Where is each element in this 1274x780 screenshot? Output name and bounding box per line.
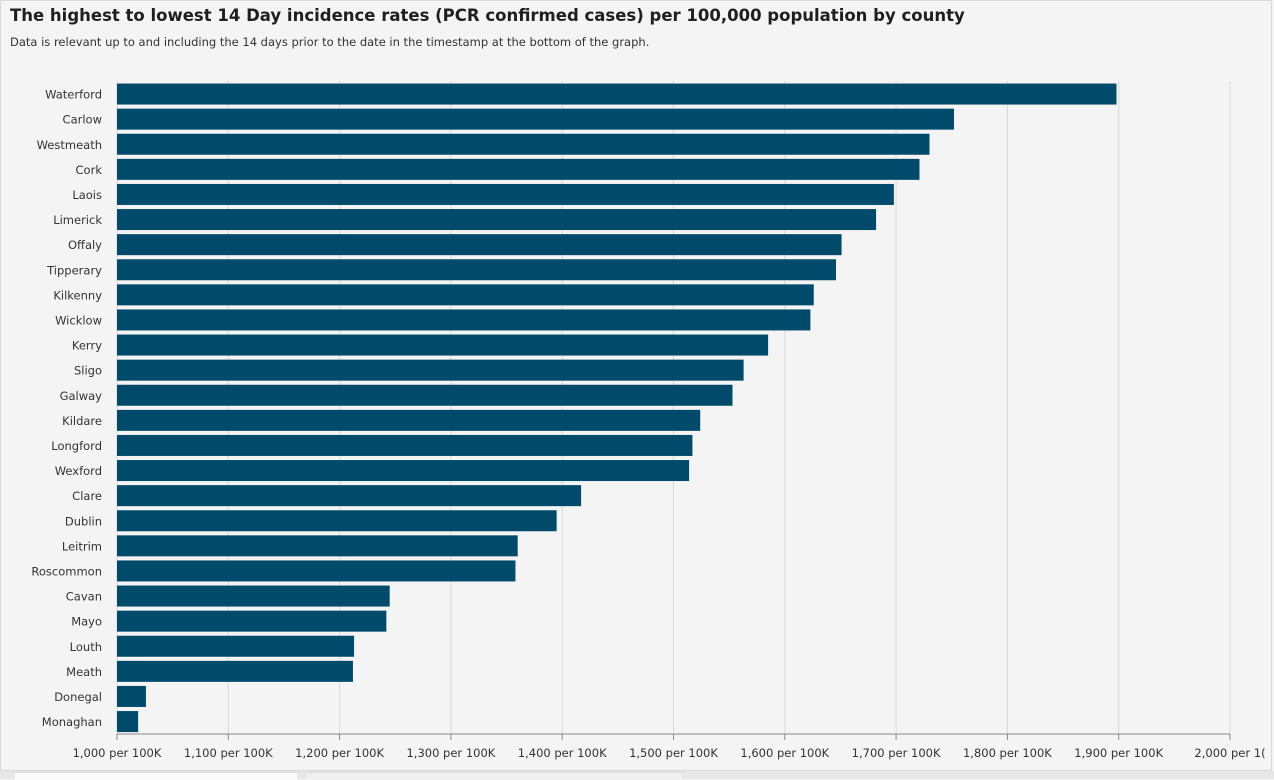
y-category-label: Kerry: [72, 339, 102, 353]
y-category-label: Meath: [66, 665, 102, 679]
y-category-label: Laois: [72, 188, 102, 202]
bar-donegal: [117, 685, 146, 707]
y-category-label: Mayo: [71, 615, 102, 629]
bar-louth: [117, 635, 355, 657]
y-category-label: Westmeath: [37, 138, 102, 152]
y-category-label: Dublin: [65, 514, 102, 528]
bar-mayo: [117, 610, 387, 632]
y-category-label: Offaly: [68, 238, 102, 252]
y-category-label: Waterford: [45, 88, 102, 102]
chart-subtitle: Data is relevant up to and including the…: [10, 35, 650, 49]
y-category-label: Wicklow: [55, 313, 102, 327]
x-tick-label: 1,600 per 100K: [740, 746, 829, 760]
x-tick-label: 1,400 per 100K: [518, 746, 607, 760]
x-tick-label: 1,700 per 100K: [852, 746, 941, 760]
x-tick-label: 2,000 per 1(: [1194, 746, 1265, 760]
chart-title: The highest to lowest 14 Day incidence r…: [10, 6, 965, 25]
bar-wexford: [117, 460, 690, 482]
bar-cork: [117, 158, 920, 180]
y-category-label: Kildare: [62, 414, 102, 428]
y-category-label: Clare: [72, 489, 102, 503]
bar-longford: [117, 434, 693, 456]
y-category-label: Tipperary: [46, 263, 102, 277]
y-category-label: Sligo: [74, 364, 102, 378]
footer-tab-secondary[interactable]: [307, 772, 682, 780]
y-category-label: Donegal: [54, 690, 102, 704]
bar-cavan: [117, 585, 390, 607]
y-category-label: Galway: [60, 389, 103, 403]
footer-tab[interactable]: [15, 772, 297, 780]
x-tick-label: 1,900 per 100K: [1074, 746, 1163, 760]
y-category-label: Cavan: [66, 590, 102, 604]
bar-leitrim: [117, 535, 518, 557]
x-tick-label: 1,300 per 100K: [406, 746, 495, 760]
y-category-label: Limerick: [53, 213, 102, 227]
x-tick-label: 1,000 per 100K: [73, 746, 162, 760]
y-category-label: Wexford: [55, 464, 102, 478]
y-category-label: Roscommon: [31, 564, 102, 578]
bar-monaghan: [117, 711, 139, 733]
y-category-label: Cork: [76, 163, 103, 177]
y-category-label: Kilkenny: [53, 288, 102, 302]
bar-offaly: [117, 234, 842, 256]
y-category-label: Leitrim: [62, 539, 102, 553]
bar-meath: [117, 660, 353, 682]
bar-tipperary: [117, 259, 836, 281]
bar-kerry: [117, 334, 769, 356]
y-category-label: Carlow: [63, 113, 102, 127]
x-tick-label: 1,100 per 100K: [184, 746, 273, 760]
bar-roscommon: [117, 560, 516, 582]
y-category-label: Longford: [51, 439, 102, 453]
bar-dublin: [117, 510, 557, 532]
bar-clare: [117, 485, 582, 507]
x-tick-label: 1,500 per 100K: [629, 746, 718, 760]
bar-waterford: [117, 83, 1117, 105]
bar-carlow: [117, 108, 954, 130]
y-category-label: Monaghan: [42, 715, 102, 729]
bar-limerick: [117, 209, 877, 231]
bar-kilkenny: [117, 284, 814, 306]
bar-sligo: [117, 359, 744, 381]
x-tick-label: 1,200 per 100K: [295, 746, 384, 760]
bar-wicklow: [117, 309, 811, 331]
bar-kildare: [117, 409, 701, 431]
x-tick-label: 1,800 per 100K: [963, 746, 1052, 760]
bar-laois: [117, 183, 894, 205]
bar-galway: [117, 384, 733, 406]
bar-westmeath: [117, 133, 930, 155]
y-category-label: Louth: [70, 640, 102, 654]
